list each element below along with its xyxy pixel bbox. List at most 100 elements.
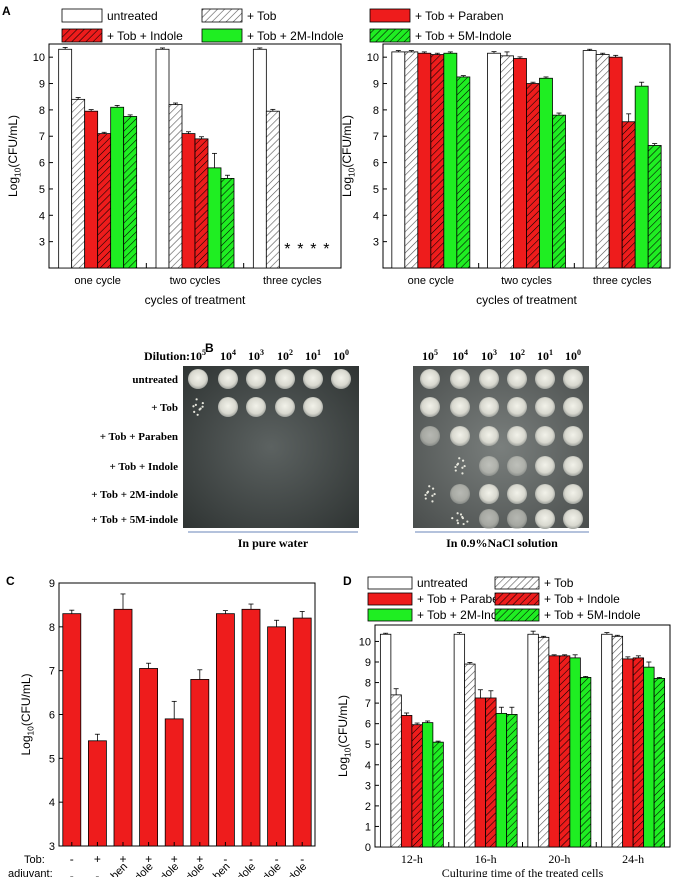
- legend-label: + Tob + Paraben: [417, 592, 506, 606]
- nacl-colony-dot: [461, 515, 464, 519]
- bar: [548, 655, 560, 848]
- legend-label: untreated: [417, 576, 468, 590]
- water-colony-spot: [275, 369, 295, 389]
- nacl-caption: In 0.9%NaCl solution: [446, 536, 558, 550]
- y-tick-label: 4: [39, 210, 45, 222]
- tob-sign: +: [94, 852, 101, 866]
- y-tick-label: 7: [39, 131, 45, 143]
- nacl-dilution-label: 104: [452, 348, 468, 363]
- water-colony-spot: [246, 369, 266, 389]
- bar: [453, 633, 466, 848]
- legend-panel-a: untreated + Tob + Tob + Paraben + Tob + Ind…: [61, 8, 512, 43]
- y-tick-label: 5: [365, 739, 371, 751]
- legend-label: + Tob + 5M-Indole: [415, 29, 512, 43]
- nacl-dilution-label: 100: [565, 348, 581, 363]
- nacl-colony-dot: [458, 457, 461, 460]
- x-axis-label: cycles of treatment: [476, 293, 577, 307]
- bar: [621, 121, 636, 269]
- x-tick-label: three cycles: [593, 275, 652, 287]
- bar: [292, 617, 312, 847]
- legend-label: + Tob + 2M-Indole: [247, 29, 344, 43]
- legend-swatch: [367, 608, 413, 622]
- nacl-colony-dot: [428, 485, 431, 488]
- bar: [168, 104, 183, 269]
- bar: [181, 133, 196, 269]
- nacl-colony-dot: [461, 459, 465, 462]
- legend-label: + Tob: [544, 576, 574, 590]
- bar: [634, 85, 649, 269]
- nacl-colony-spot: [479, 369, 499, 389]
- water-colony-dot: [194, 403, 197, 407]
- bar: [220, 177, 235, 269]
- x-tick-label: two cycles: [170, 275, 221, 287]
- legend-swatch: [494, 576, 540, 590]
- no-growth-asterisk: *: [284, 241, 290, 258]
- tob-row-label: Tob:: [24, 854, 45, 866]
- legend-label: + Tob + 2M-Indole: [417, 608, 514, 622]
- x-tick-label: 20-h: [548, 852, 570, 866]
- y-tick-label: 8: [373, 105, 379, 117]
- y-tick-label: 2: [365, 801, 371, 813]
- x-tick-label: one cycle: [74, 275, 120, 287]
- nacl-colony-spot: [479, 484, 499, 504]
- y-tick-label: 4: [49, 797, 55, 809]
- nacl-colony-dot: [433, 492, 436, 496]
- y-axis-label: Log10(CFU/mL): [6, 115, 23, 197]
- nacl-colony-dot: [456, 519, 459, 522]
- bar: [123, 116, 138, 269]
- y-tick-label: 6: [365, 719, 371, 731]
- nacl-colony-spot: [507, 456, 527, 476]
- nacl-colony-spot: [535, 369, 555, 389]
- y-tick-label: 10: [33, 52, 45, 64]
- nacl-colony-dot: [424, 493, 427, 497]
- nacl-colony-spot: [479, 397, 499, 417]
- bar: [495, 712, 508, 848]
- bar: [582, 50, 597, 269]
- water-colony-dot: [195, 398, 198, 401]
- adjuvant-label: -: [95, 869, 99, 877]
- bar: [595, 54, 610, 269]
- bar: [537, 636, 550, 848]
- nacl-colony-spot: [507, 426, 527, 446]
- bar: [58, 48, 73, 269]
- y-tick-label: 9: [39, 79, 45, 91]
- nacl-colony-spot: [563, 456, 583, 476]
- bar: [207, 167, 222, 269]
- nacl-colony-spot: [535, 456, 555, 476]
- x-axis-label: cycles of treatment: [145, 293, 246, 307]
- adjuvant-label: Indole: [228, 861, 258, 877]
- water-dilution-label: 101: [305, 348, 321, 363]
- nacl-colony-dot: [462, 522, 465, 526]
- nacl-colony-spot: [507, 509, 527, 529]
- nacl-colony-dot: [454, 465, 457, 469]
- bar: [71, 98, 86, 269]
- bar: [464, 663, 476, 848]
- bar: [485, 697, 497, 848]
- bar: [155, 48, 170, 269]
- water-dilution-label: 100: [333, 348, 349, 363]
- chart-d: 0 1 2 3 4 5 6 7 8 9 10 12-h 16-h 20-h 24-h Culturing ti…: [336, 624, 671, 877]
- nacl-colony-spot: [563, 426, 583, 446]
- nacl-dilution-label: 105: [422, 348, 438, 363]
- legend-panel-d: untreated + Tob + Tob + Paraben + Tob + Ind…: [367, 576, 641, 622]
- panel-letter-c: C: [6, 574, 15, 588]
- bar: [608, 56, 623, 269]
- tob-sign: -: [223, 852, 227, 866]
- bar: [84, 110, 99, 269]
- nacl-colony-dot: [461, 472, 464, 475]
- y-tick-label: 8: [49, 622, 55, 634]
- x-tick-label: three cycles: [263, 275, 322, 287]
- x-axis-label: Culturing time of the treated cells: [442, 866, 604, 877]
- plate-nacl: [413, 366, 589, 528]
- nacl-colony-spot: [420, 369, 440, 389]
- legend-label: + Tob + 5M-Indole: [544, 608, 641, 622]
- x-tick-label: 12-h: [401, 852, 423, 866]
- water-colony-dot: [201, 405, 204, 408]
- nacl-colony-dot: [456, 512, 459, 515]
- row-label: + Tob + 5M-indole: [91, 514, 178, 526]
- nacl-colony-dot: [431, 494, 434, 497]
- water-colony-spot: [303, 369, 323, 389]
- tob-sign: -: [70, 852, 74, 866]
- panel-letter-d: D: [343, 574, 352, 588]
- nacl-colony-dot: [431, 500, 434, 503]
